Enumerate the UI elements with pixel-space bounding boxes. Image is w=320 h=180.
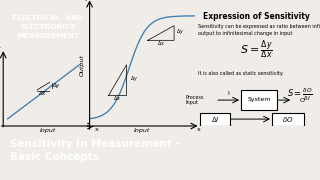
Text: $S = \frac{\delta O}{\delta I}$: $S = \frac{\delta O}{\delta I}$ [287,86,313,103]
Text: $\Delta x$: $\Delta x$ [157,39,165,47]
Text: $\Delta I$: $\Delta I$ [211,115,220,124]
Text: $\Delta y$: $\Delta y$ [52,81,61,90]
FancyBboxPatch shape [272,113,304,126]
Text: It is also called as static sensitivity.: It is also called as static sensitivity. [198,71,284,76]
Text: Input: Input [40,128,56,133]
Text: Expression of Sensitivity: Expression of Sensitivity [203,12,309,21]
Text: Output: Output [80,54,85,76]
Text: Input: Input [134,128,151,133]
Text: y: y [84,0,88,1]
Text: x: x [197,127,201,132]
Text: $\Delta y$: $\Delta y$ [130,74,138,83]
Text: System: System [247,97,270,102]
Text: O: O [300,98,305,103]
FancyBboxPatch shape [241,90,277,110]
Text: Process
Input: Process Input [186,95,204,105]
Text: $S = \frac{\Delta y}{\Delta x}$: $S = \frac{\Delta y}{\Delta x}$ [240,38,272,61]
Text: ELECTRICAL  AND
ELECTRONICS
MEASUREMENT: ELECTRICAL AND ELECTRONICS MEASUREMENT [12,15,84,39]
Text: Sensitivity can be expressed as ratio between infinitesimal change in
output to : Sensitivity can be expressed as ratio be… [198,24,320,35]
Text: $\Delta y$: $\Delta y$ [176,27,184,36]
Text: $\Delta x$: $\Delta x$ [38,89,47,97]
Text: $\Delta x$: $\Delta x$ [114,94,122,102]
Text: Sensitivity In Measurement -
Basic Concepts: Sensitivity In Measurement - Basic Conce… [10,139,179,162]
Text: y: y [0,46,1,51]
Text: $\delta O$: $\delta O$ [282,115,293,124]
FancyBboxPatch shape [200,113,230,126]
Text: I: I [228,91,229,96]
Text: x: x [95,127,98,132]
